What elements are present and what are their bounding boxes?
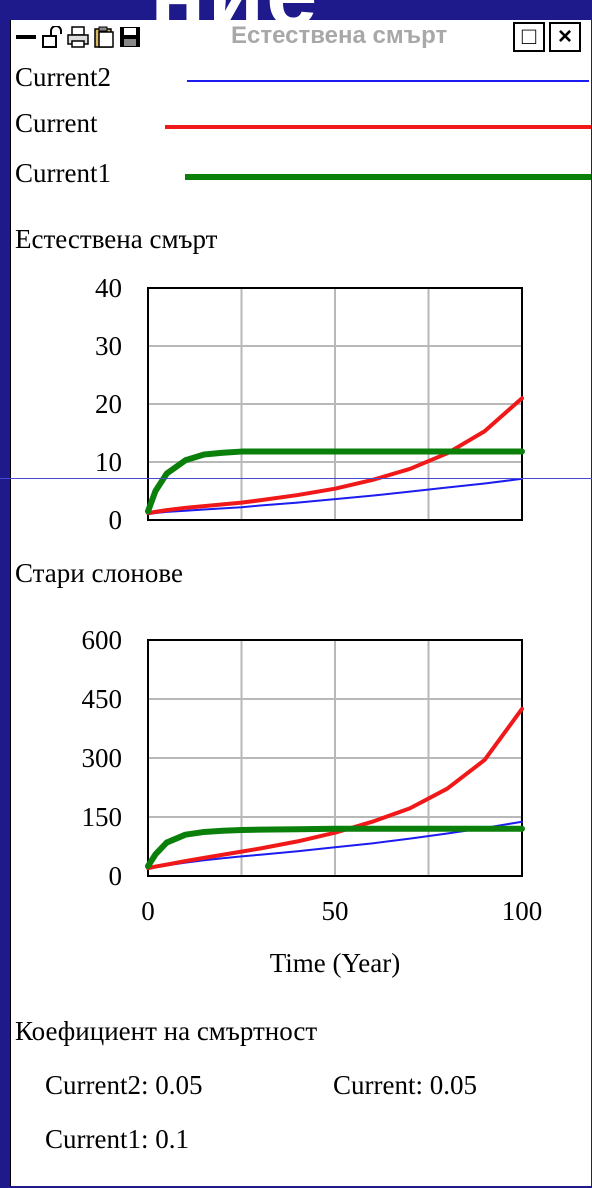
coefficient-title: Коефициент на смъртност [15,1016,318,1046]
maximize-button[interactable]: □ [513,22,545,52]
x-tick-label: 0 [141,896,155,926]
y-tick-label: 300 [82,743,123,773]
window-titlebar: Естествена смърт □ × [11,20,591,56]
y-tick-label: 0 [109,505,123,535]
series-line-current [146,396,524,516]
chart-old-elephants: 0 150 300 450 600 0 50 100 Time (Year) [82,625,543,978]
y-tick-label: 600 [82,625,123,655]
y-tick-label: 10 [95,447,122,477]
coefficient-current1: Current1: 0.1 [45,1124,189,1154]
coefficient-current: Current: 0.05 [333,1070,477,1100]
legend-item-current: Current [15,108,591,148]
legend-item-current2: Current2 [15,62,591,102]
lock-icon[interactable] [41,26,63,48]
y-tick-label: 20 [95,389,122,419]
coefficient-current2: Current2: 0.05 [45,1070,203,1100]
print-icon[interactable] [67,26,89,48]
chart-natural-death: 0 10 20 30 40 [95,273,525,535]
y-tick-label: 0 [109,861,123,891]
chart-title-old-elephants: Стари слонове [15,558,183,588]
close-button[interactable]: × [549,22,581,52]
series-line-current1 [145,825,525,870]
slide-divider-line [0,478,592,479]
minimize-dash-icon[interactable] [15,26,37,48]
legend-label-current1: Current1 [15,158,111,188]
graph-window: Естествена смърт □ × Current2 Current Cu… [10,20,591,1186]
y-tick-label: 150 [82,802,123,832]
x-axis-label: Time (Year) [270,948,401,978]
y-tick-label: 40 [95,273,122,303]
legend-label-current: Current [15,108,98,138]
legend-line-current1 [185,174,591,180]
plot-frame [147,639,523,877]
legend-item-current1: Current1 [15,158,591,198]
series-line-current2 [147,477,523,516]
x-tick-label: 50 [322,896,349,926]
chart-title-natural-death: Естествена смърт [15,224,218,254]
plot-frame [147,287,523,521]
window-title: Естествена смърт [231,22,448,49]
y-tick-label: 450 [82,684,123,714]
y-tick-label: 30 [95,331,122,361]
series-line-current [146,706,524,871]
series-line-current1 [145,448,525,515]
clipboard-icon[interactable] [93,26,115,48]
save-disk-icon[interactable] [119,26,141,48]
legend-line-current2 [187,80,589,82]
legend-line-current [165,125,591,129]
x-tick-label: 100 [502,896,543,926]
legend-label-current2: Current2 [15,62,111,92]
